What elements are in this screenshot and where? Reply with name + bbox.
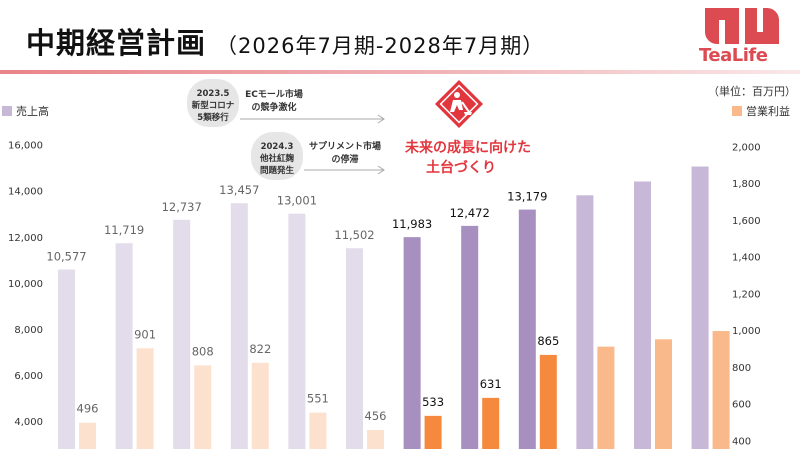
annotation-covid: 2023.5 新型コロナ 5類移行 ECモール市場 の競争激化: [187, 79, 385, 127]
callout-line-1: 未来の成長に向けた: [405, 139, 531, 156]
logo-text: TeaLife: [699, 45, 768, 66]
annotation-koji-bubble: [251, 132, 303, 180]
y-right-tick: 1,800: [732, 179, 761, 190]
y-right-tick: 1,000: [732, 326, 761, 337]
profit-bar: [309, 412, 327, 449]
sales-bar: [173, 219, 191, 449]
annotation-koji-date: 2024.3: [261, 142, 294, 152]
profit-value-label: 533: [422, 395, 444, 409]
y-right-tick: 600: [732, 400, 751, 411]
annotation-covid-desc-2: の競争激化: [251, 101, 296, 113]
y-axis-left: 4,000 6,000 8,000 10,000 12,000 14,000 16,000: [8, 141, 43, 428]
legend-sales-label: 売上高: [16, 104, 49, 118]
annotation-koji-desc-2: の停滞: [331, 153, 358, 165]
sales-bar: [288, 213, 306, 449]
title-underline: [0, 70, 800, 74]
profit-bar: [655, 339, 672, 449]
profit-bar: [597, 346, 615, 449]
y-right-tick: 2,000: [732, 143, 761, 154]
profit-bar: [539, 354, 557, 449]
sales-value-label: 12,737: [162, 200, 202, 214]
y-right-tick: 400: [732, 436, 751, 447]
y-axis-right: 400 600 800 1,000 1,200 1,400 1,600 1,800 2,000: [732, 143, 761, 448]
sales-bar: [115, 243, 133, 449]
legend-profit-label: 営業利益: [746, 104, 790, 118]
annotation-koji-event-1: 他社紅麹: [259, 153, 295, 164]
annotation-covid-desc-1: ECモール市場: [245, 88, 303, 100]
sales-value-label: 12,472: [450, 206, 490, 220]
profit-value-label: 496: [77, 402, 99, 416]
y-right-tick: 800: [732, 363, 751, 374]
sales-value-label: 11,502: [334, 228, 374, 242]
profit-bar: [424, 415, 442, 449]
profit-bar: [194, 365, 212, 449]
unit-label: （単位：百万円）: [708, 85, 796, 98]
sales-bar: [230, 203, 248, 449]
title-period: （2026年7月期-2028年7月期）: [216, 34, 545, 58]
annotation-koji: 2024.3 他社紅麹 問題発生 サプリメント市場 の停滞: [251, 132, 385, 180]
sales-bar: [518, 209, 536, 449]
sales-value-label: 11,983: [392, 217, 432, 231]
sales-value-label: 13,001: [277, 194, 317, 208]
annotation-covid-event-1: 新型コロナ: [192, 100, 235, 111]
sales-value-label: 13,457: [219, 183, 259, 197]
construction-sign-icon: [434, 79, 484, 129]
y-left-tick: 8,000: [14, 325, 43, 336]
y-right-tick: 1,400: [732, 253, 761, 264]
legend-sales-swatch: [2, 106, 12, 116]
bars-group: 10,577 496 11,719 901 12,737 808 13,457 822 13,0…: [46, 166, 730, 449]
y-left-tick: 12,000: [8, 233, 43, 244]
y-right-tick: 1,600: [732, 216, 761, 227]
tealife-logo-icon: [705, 8, 779, 44]
profit-bar: [712, 331, 730, 449]
profit-value-label: 865: [537, 334, 559, 348]
page-title: 中期経営計画 （2026年7月期-2028年7月期）: [26, 20, 544, 62]
annotation-covid-event-2: 5類移行: [197, 112, 229, 123]
y-left-tick: 6,000: [14, 371, 43, 382]
y-left-tick: 10,000: [8, 279, 43, 290]
profit-value-label: 808: [192, 344, 214, 358]
title-main: 中期経営計画: [26, 26, 207, 60]
sales-bar: [346, 248, 363, 449]
sales-bar: [58, 269, 75, 449]
profit-value-label: 901: [134, 327, 156, 341]
y-right-tick: 1,200: [732, 289, 761, 300]
y-left-tick: 16,000: [8, 141, 43, 152]
profit-bar: [79, 422, 96, 449]
profit-value-label: 551: [307, 392, 329, 406]
profit-bar: [367, 429, 384, 449]
legend-profit-swatch: [732, 106, 742, 116]
annotation-covid-date: 2023.5: [197, 89, 230, 99]
sales-bar: [576, 195, 594, 449]
profit-bar: [251, 362, 269, 449]
profit-value-label: 456: [365, 409, 387, 423]
callout-line-2: 土台づくり: [426, 159, 496, 176]
sales-bar: [634, 181, 651, 449]
profit-value-label: 631: [480, 377, 502, 391]
sales-value-label: 10,577: [46, 250, 86, 264]
sales-bar: [691, 166, 709, 449]
sales-value-label: 13,179: [507, 190, 547, 204]
sales-value-label: 11,719: [104, 223, 144, 237]
profit-bar: [136, 348, 154, 449]
y-left-tick: 14,000: [8, 187, 43, 198]
annotation-covid-bubble: [187, 79, 239, 127]
sales-bar: [461, 225, 479, 449]
profit-value-label: 822: [249, 342, 271, 356]
y-left-tick: 4,000: [14, 417, 43, 428]
annotation-koji-event-2: 問題発生: [260, 165, 295, 176]
sales-bar: [403, 237, 421, 449]
annotation-koji-desc-1: サプリメント市場: [309, 140, 381, 152]
profit-bar: [482, 397, 500, 449]
